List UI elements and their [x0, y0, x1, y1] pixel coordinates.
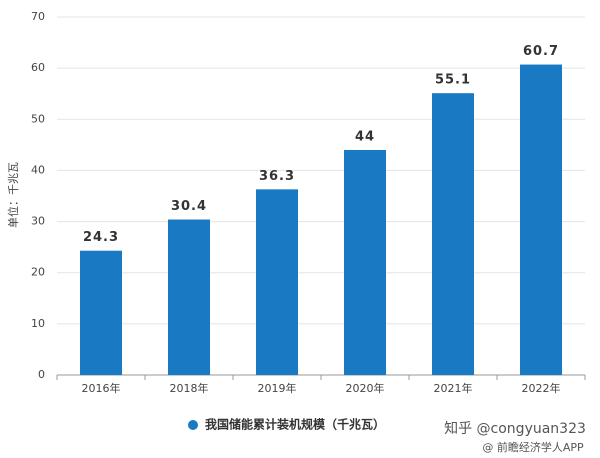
y-tick-label: 50 [31, 112, 45, 125]
value-label: 36.3 [259, 169, 295, 184]
y-tick-label: 30 [31, 215, 45, 228]
bar [344, 149, 386, 375]
y-axis-label: 单位：千兆瓦 [6, 162, 20, 228]
bar [432, 93, 474, 376]
x-tick-label: 2018年 [170, 381, 209, 395]
legend-label: 我国储能累计装机规模（千兆瓦） [205, 417, 385, 432]
y-tick-label: 60 [31, 61, 45, 74]
y-tick-label: 0 [38, 368, 45, 381]
y-tick-label: 70 [31, 10, 45, 23]
value-label: 60.7 [523, 44, 559, 59]
value-label: 30.4 [171, 199, 207, 214]
watermark: @ 前瞻经济学人APP [482, 440, 584, 454]
bar [256, 189, 298, 375]
x-tick-label: 2016年 [82, 381, 121, 395]
bar [520, 64, 562, 375]
y-tick-label: 40 [31, 163, 45, 176]
y-tick-label: 10 [31, 317, 45, 330]
x-tick-label: 2022年 [522, 381, 561, 395]
value-label: 44 [355, 129, 375, 144]
x-tick-label: 2020年 [346, 381, 385, 395]
x-tick-label: 2021年 [434, 381, 473, 395]
value-label: 55.1 [435, 73, 471, 88]
y-tick-label: 20 [31, 266, 45, 279]
x-tick-label: 2019年 [258, 381, 297, 395]
legend-marker [188, 420, 198, 430]
bar [168, 219, 210, 375]
bar [80, 250, 122, 375]
watermark: 知乎 @congyuan323 [444, 420, 586, 437]
value-label: 24.3 [83, 230, 119, 245]
